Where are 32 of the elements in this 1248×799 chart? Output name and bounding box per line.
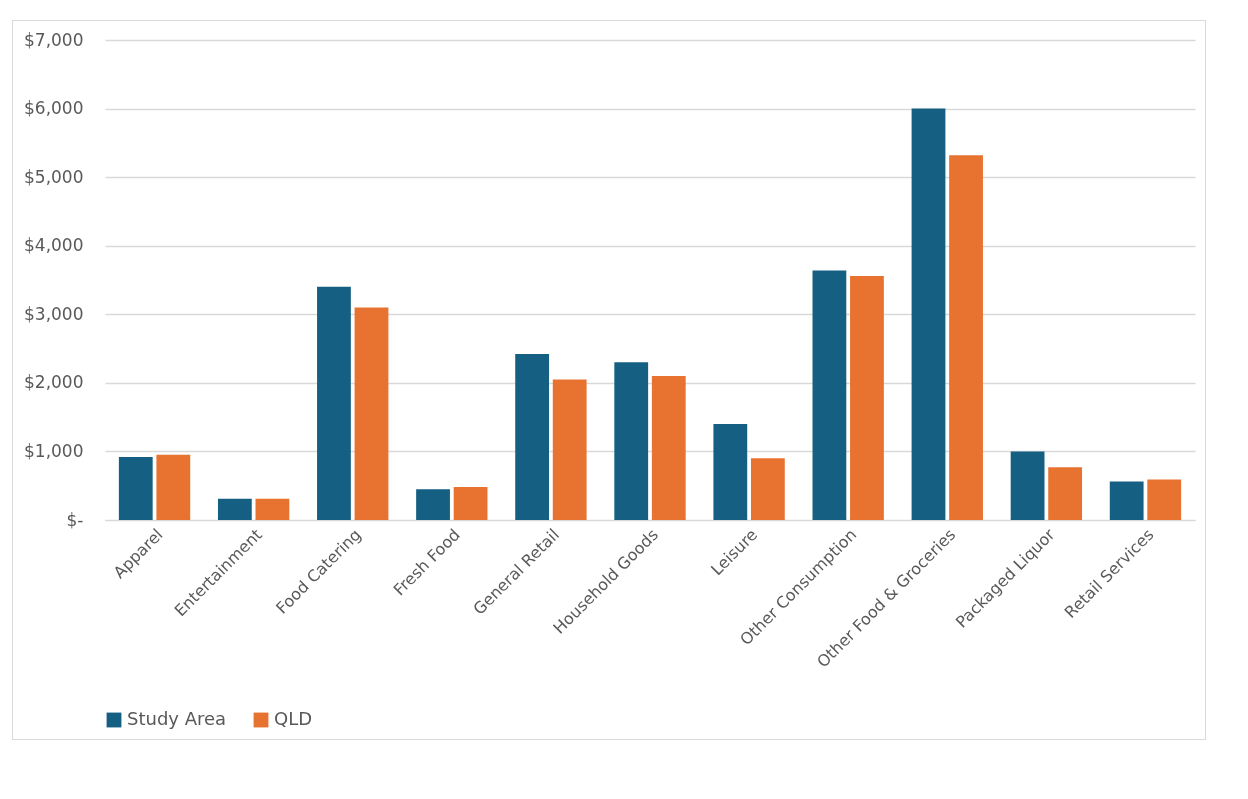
y-tick-label: $- [66, 509, 84, 530]
y-tick-label: $5,000 [24, 166, 84, 187]
legend-label: Study Area [127, 708, 227, 729]
bar [1109, 481, 1144, 520]
bar [515, 354, 550, 520]
bar [812, 270, 847, 520]
bar [911, 108, 946, 520]
bar [713, 424, 748, 520]
bar [1010, 451, 1045, 520]
bar [1147, 479, 1182, 520]
bar [949, 155, 983, 520]
bar [317, 286, 351, 520]
bar [118, 456, 153, 520]
bar [1048, 467, 1083, 520]
bar [750, 458, 785, 520]
y-tick-label: $7,000 [24, 29, 84, 50]
bar [651, 376, 686, 520]
bar [453, 487, 488, 520]
bar [217, 498, 252, 520]
y-tick-label: $2,000 [24, 372, 84, 393]
y-tick-label: $3,000 [24, 303, 84, 324]
bar [552, 379, 587, 520]
bar [614, 362, 649, 520]
bar [416, 489, 450, 520]
bar [255, 498, 290, 520]
y-tick-label: $6,000 [24, 98, 84, 119]
bar [850, 275, 884, 520]
y-tick-label: $1,000 [24, 440, 84, 461]
bar [156, 454, 191, 520]
bar [354, 307, 389, 520]
y-tick-label: $4,000 [24, 235, 84, 256]
legend-label: QLD [274, 708, 313, 729]
